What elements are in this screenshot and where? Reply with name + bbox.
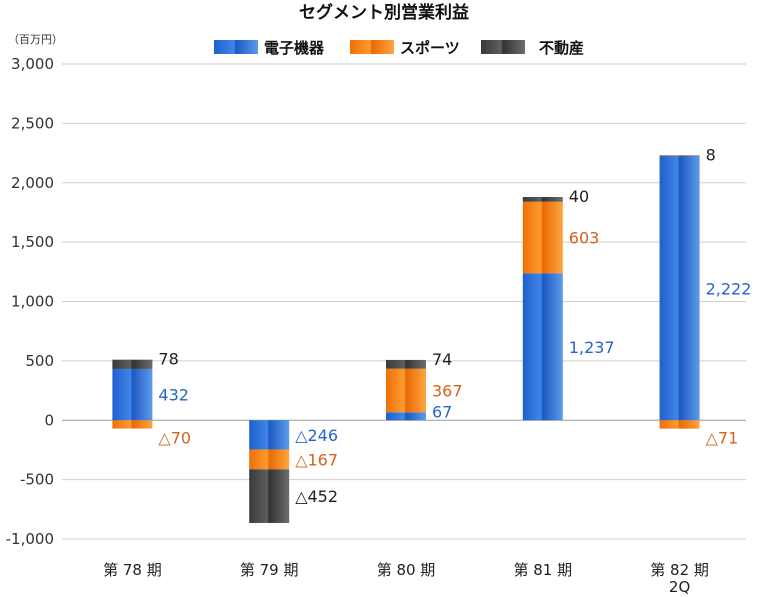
- x-axis: 第 78 期 第 79 期 第 80 期 第 81 期 第 82 期2Q: [103, 561, 709, 596]
- data-label-sports: 603: [569, 229, 600, 248]
- x-tick-label: 第 78 期: [103, 561, 162, 579]
- legend-swatch-electronics: [214, 40, 258, 54]
- x-tick-sublabel: 2Q: [669, 578, 690, 596]
- data-label-electronics: 1,237: [569, 338, 615, 357]
- bar-electronics: [386, 412, 426, 421]
- legend-label-electronics: 電子機器: [264, 39, 325, 57]
- x-tick-label: 第 79 期: [240, 561, 299, 579]
- data-label-realestate: 8: [706, 145, 716, 164]
- data-label-electronics: 67: [432, 402, 452, 421]
- data-label-sports: △167: [295, 450, 338, 469]
- y-tick-label: 500: [25, 352, 54, 370]
- bars: [112, 155, 700, 523]
- y-tick-label: 2,000: [11, 174, 54, 192]
- data-label-sports: 367: [432, 382, 463, 401]
- data-label-realestate: 40: [569, 187, 589, 206]
- data-label-sports: △71: [706, 429, 739, 448]
- bar-realestate: [112, 359, 153, 369]
- data-label-electronics: △246: [295, 426, 338, 445]
- y-tick-label: -500: [20, 471, 54, 489]
- data-label-realestate: 74: [432, 350, 452, 369]
- bar-realestate: [522, 197, 563, 202]
- bar-sports: [112, 420, 153, 429]
- bar-electronics: [522, 273, 563, 421]
- y-tick-label: 3,000: [11, 55, 54, 73]
- legend: 電子機器 スポーツ 不動産: [214, 39, 584, 57]
- data-label-realestate: 78: [158, 350, 178, 369]
- legend-label-realestate: 不動産: [539, 39, 584, 57]
- bar-realestate: [659, 155, 700, 157]
- x-tick-label: 第 81 期: [513, 561, 572, 579]
- legend-swatch-realestate: [481, 40, 525, 54]
- y-tick-label: -1,000: [6, 530, 54, 548]
- data-label-realestate: △452: [295, 487, 338, 506]
- chart-title: セグメント別営業利益: [299, 2, 469, 23]
- y-tick-label: 0: [44, 411, 54, 429]
- unit-label: （百万円）: [8, 33, 63, 46]
- y-tick-label: 1,000: [11, 293, 54, 311]
- y-tick-label: 2,500: [11, 114, 54, 132]
- data-label-electronics: 432: [158, 386, 189, 405]
- bar-electronics: [659, 156, 700, 421]
- bar-realestate: [249, 469, 290, 523]
- bar-realestate: [386, 359, 426, 369]
- legend-swatch-sports: [350, 40, 394, 54]
- x-tick-label: 第 80 期: [377, 561, 436, 579]
- x-tick-label: 第 82 期: [650, 561, 709, 579]
- data-label-electronics: 2,222: [706, 279, 752, 298]
- y-tick-label: 1,500: [11, 233, 54, 251]
- data-label-sports: △70: [158, 429, 191, 448]
- grid-lines: [62, 63, 746, 540]
- bar-sports: [659, 420, 700, 429]
- bar-sports: [249, 449, 290, 470]
- bar-electronics: [249, 420, 290, 450]
- y-axis: -1,000 -500 0 500 1,000 1,500 2,000 2,500 3,000: [6, 55, 54, 548]
- bar-electronics: [112, 368, 153, 421]
- bar-sports: [522, 201, 563, 274]
- bar-sports: [386, 368, 426, 413]
- legend-label-sports: スポーツ: [400, 39, 460, 57]
